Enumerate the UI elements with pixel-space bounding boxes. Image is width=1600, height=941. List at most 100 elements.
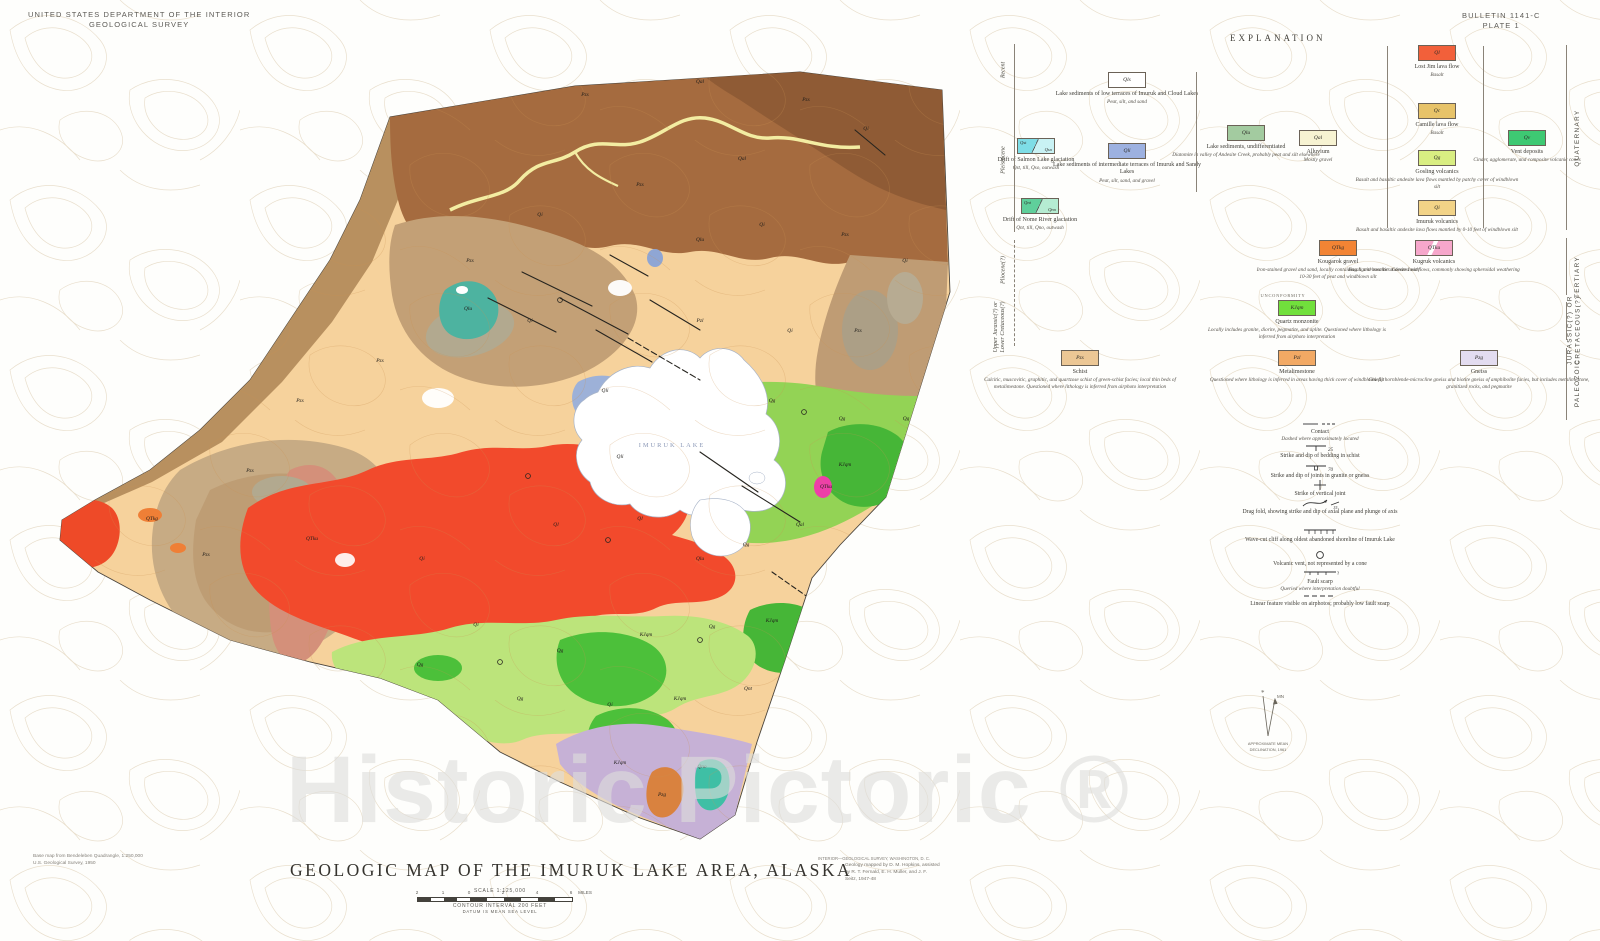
scale-bar	[417, 897, 573, 902]
era-bracket-jurassic-cretaceous	[1566, 302, 1567, 340]
map-unit-label: Qal	[696, 79, 705, 85]
scale-text: SCALE 1:125,000	[473, 888, 527, 894]
scale-bar-segment	[538, 898, 555, 901]
explanation-title: EXPLANATION	[1230, 33, 1326, 43]
legend-unit-name: Kugruk volcanics	[1412, 258, 1456, 265]
legend-swatch-qtkg: QTkg	[1319, 240, 1357, 256]
scale-bar-tick-label: 4	[535, 890, 539, 895]
legend-unit-qg: Qg Gosling volcanics Basalt and basaltic a…	[1353, 150, 1521, 190]
legend-unit-description: Qnt, till, Qno, outwash	[1016, 225, 1064, 231]
map-title: GEOLOGIC MAP OF THE IMURUK LAKE AREA, AL…	[290, 860, 853, 880]
map-unit-label: Qno	[697, 764, 707, 770]
svg-text:25: 25	[1328, 448, 1334, 453]
era-label: Recent	[1000, 61, 1007, 79]
legend-unit-qli: Qli Lake sediments of intermediate terrac…	[1046, 143, 1208, 184]
wave-cut-cliff-icon	[1190, 524, 1450, 537]
legend-unit-qal: Qal Alluvium Mostly gravel	[1263, 130, 1373, 164]
map-unit-label: Pzs	[465, 258, 474, 264]
svg-text:15: 15	[1333, 505, 1338, 510]
svg-text:*: *	[1261, 689, 1265, 697]
svg-text:70: 70	[1328, 468, 1334, 473]
legend-unit-name: Vent deposits	[1510, 148, 1544, 155]
datum-note: DATUM IS MEAN SEA LEVEL	[462, 909, 538, 914]
legend-unit-name: Quartz monzonite	[1275, 318, 1319, 325]
map-unit-label: Qg	[839, 416, 846, 422]
era-bracket-paleozoic	[1566, 348, 1567, 420]
interior-credit: INTERIOR—GEOLOGICAL SURVEY, WASHINGTON, …	[818, 856, 931, 861]
map-unit-label: Qlu	[696, 237, 704, 243]
legend-swatch-qal: Qal	[1299, 130, 1337, 146]
legend-unit-description: Basalt and basaltic andesite lava flows …	[1355, 177, 1519, 190]
fault-scarp-icon: ?	[1190, 566, 1450, 579]
legend-bracket-line	[1014, 44, 1015, 232]
map-unit-label: Qg	[769, 398, 776, 404]
map-unit-label: Pzs	[840, 232, 849, 238]
map-symbol-wave-cut-cliff: Wave-cut cliff along oldest abandoned sh…	[1190, 524, 1450, 544]
map-unit-label: Qi	[759, 222, 765, 228]
legend-unit-kjqm: KJqm Quartz monzonite Locally includes gra…	[1202, 300, 1392, 340]
scale-bar-segment	[418, 898, 431, 901]
scale-bar-segment	[521, 898, 538, 901]
era-label: PALEOZOIC	[1574, 358, 1582, 408]
map-symbol-strike-dip-joints: 70 Strike and dip of joints in granite or…	[1190, 460, 1450, 480]
era-label: JURASSIC(?) OR CRETACEOUS(?)	[1566, 295, 1581, 365]
map-unit-label: Qnt	[744, 686, 753, 692]
declination-arrow: * MN	[1261, 689, 1284, 737]
legend-swatch-kjqm: KJqm	[1278, 300, 1316, 316]
legend-bracket-line	[1014, 240, 1015, 346]
map-symbol-fault-scarp: ? Fault scarp Queried where interpretation…	[1190, 566, 1450, 592]
legend-swatch-qst-qso: Qst Qso	[1017, 138, 1055, 154]
map-unit-label: Qal	[738, 156, 747, 162]
legend-swatch-pzl: Pzl	[1278, 350, 1316, 366]
legend-swatch-qls: Qls	[1108, 72, 1146, 88]
era-bracket-quaternary	[1566, 45, 1567, 230]
legend-unit-name: Imuruk volcanics	[1416, 218, 1458, 225]
plate-header: BULLETIN 1141-C PLATE 1	[1462, 11, 1540, 31]
legend-swatch-qlu: Qlu	[1227, 125, 1265, 141]
legend-swatch-pzg: Pzg	[1460, 350, 1498, 366]
scale-bar-tick-label: 6	[569, 890, 573, 895]
map-unit-label: Qg	[709, 624, 716, 630]
era-label: Pliocene(?)	[1000, 256, 1007, 284]
volcanic-vent-icon	[1190, 548, 1450, 561]
scale-bar-tick-label: 2	[501, 890, 505, 895]
map-unit-label: Pzg	[657, 792, 666, 798]
legend-bracket-line	[1196, 72, 1197, 192]
map-symbol-contact: Contact Dashed where approximately locate…	[1190, 416, 1450, 442]
map-unit-label: Qi	[537, 212, 543, 218]
contact-icon	[1190, 416, 1450, 429]
unconformity-label: UNCONFORMITY	[1260, 293, 1306, 298]
scale-bar-unit-label: MILES	[578, 890, 592, 895]
legend-unit-name: Kougarok gravel	[1317, 258, 1359, 265]
map-unit-label: Ql	[637, 516, 643, 522]
agency-header: UNITED STATES DEPARTMENT OF THE INTERIOR…	[28, 10, 250, 30]
legend-unit-qlu: Qlu Lake sediments, undifferentiated Diato…	[1171, 125, 1321, 159]
legend-unit-name: Drift of Salmon Lake glaciation	[997, 156, 1075, 163]
contour-note: CONTOUR INTERVAL 200 FEET	[452, 903, 548, 909]
scale-bar-segment	[431, 898, 444, 901]
declination-note: APPROXIMATE MEAN DECLINATION, 1961	[1247, 741, 1289, 752]
map-unit-label: KJqm	[838, 462, 852, 468]
legend-swatch-ql: Ql	[1418, 45, 1456, 61]
legend-unit-qc: Qc Camille lava flow Basalt	[1377, 103, 1497, 137]
legend-unit-qi: Qi Imuruk volcanics Basalt and basaltic an…	[1353, 200, 1521, 234]
map-unit-label: QTku	[306, 536, 318, 542]
legend-unit-ql: Ql Lost Jim lava flow Basalt	[1377, 45, 1497, 79]
map-unit-label: Qi	[527, 318, 533, 324]
linear-feature-icon	[1190, 588, 1450, 601]
map-unit-label: Qg	[417, 662, 424, 668]
scale-bar-segment	[457, 898, 470, 901]
map-unit-label: Qi	[473, 622, 479, 628]
map-unit-label: Qi	[902, 258, 908, 264]
legend-unit-name: Gosling volcanics	[1415, 168, 1459, 175]
map-unit-label: Pzs	[580, 92, 589, 98]
map-unit-label: Qi	[787, 328, 793, 334]
legend-unit-name: Metalimestone	[1279, 368, 1315, 375]
strike-dip-bedding-icon: 25	[1190, 440, 1450, 453]
map-unit-label: Qg	[557, 648, 564, 654]
legend-swatch-qli: Qli	[1108, 143, 1146, 159]
map-unit-label: Ql	[553, 522, 559, 528]
scale-bar-tick-label: 1	[441, 890, 445, 895]
legend-swatch-qv: Qv	[1508, 130, 1546, 146]
